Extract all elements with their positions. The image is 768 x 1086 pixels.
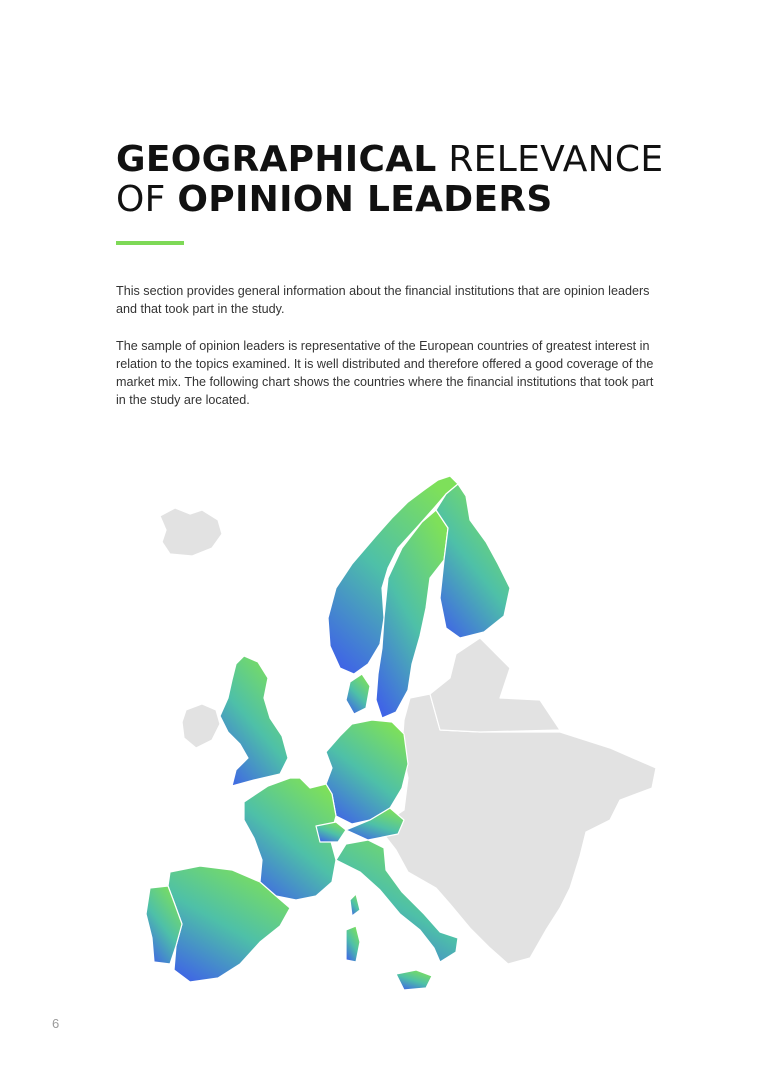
title-part-relevance: RELEVANCE bbox=[436, 139, 664, 180]
country-norway bbox=[327, 475, 459, 675]
title-accent-rule bbox=[116, 241, 184, 245]
title-part-opinion-leaders: OPINION LEADERS bbox=[177, 179, 553, 220]
page-title: GEOGRAPHICAL RELEVANCE OF OPINION LEADERS bbox=[116, 140, 716, 220]
title-part-of: OF bbox=[116, 179, 178, 220]
country-germany bbox=[325, 719, 409, 825]
country-united-kingdom bbox=[219, 655, 289, 787]
sample-paragraph: The sample of opinion leaders is represe… bbox=[116, 339, 654, 407]
country-baltics-belarus bbox=[429, 637, 561, 733]
country-finland bbox=[435, 483, 511, 639]
country-sicily bbox=[395, 969, 433, 991]
country-portugal bbox=[145, 885, 183, 965]
country-switzerland bbox=[315, 821, 347, 843]
country-iceland bbox=[159, 507, 223, 557]
intro-paragraph: This section provides general informatio… bbox=[116, 284, 650, 316]
country-sweden bbox=[375, 509, 449, 719]
country-sardinia bbox=[345, 925, 361, 963]
page-number: 6 bbox=[52, 1016, 60, 1031]
country-italy bbox=[335, 839, 459, 963]
europe-map bbox=[140, 468, 660, 1008]
country-denmark bbox=[345, 673, 371, 715]
country-corsica bbox=[349, 893, 361, 917]
title-part-geographical: GEOGRAPHICAL bbox=[116, 139, 437, 180]
country-ireland bbox=[181, 703, 221, 749]
